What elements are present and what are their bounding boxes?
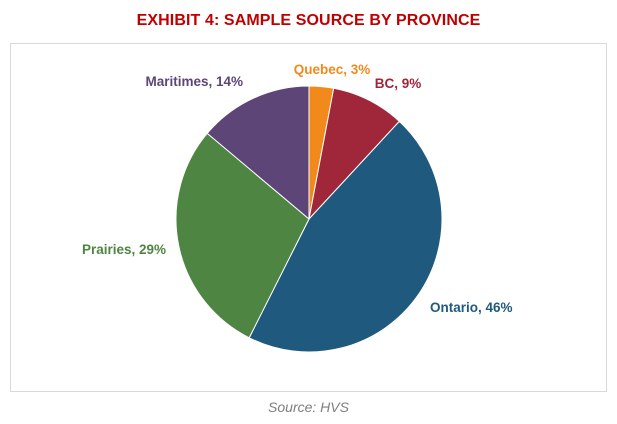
data-label-prairies: Prairies, 29% xyxy=(82,242,166,257)
data-label-maritimes: Maritimes, 14% xyxy=(145,74,243,89)
chart-title: EXHIBIT 4: SAMPLE SOURCE BY PROVINCE xyxy=(136,12,481,29)
pie-slices xyxy=(175,85,443,353)
pie-slice-maritimes xyxy=(206,85,310,221)
data-label-ontario: Ontario, 46% xyxy=(430,300,513,315)
data-label-bc: BC, 9% xyxy=(375,76,422,91)
pie-slice-ontario xyxy=(248,120,443,353)
pie-slice-prairies xyxy=(175,132,310,339)
data-label-quebec: Quebec, 3% xyxy=(294,62,371,77)
source-note: Source: HVS xyxy=(268,399,349,415)
pie-labels: Quebec, 3% BC, 9% Ontario, 46% Prairies, 29… xyxy=(82,62,513,315)
